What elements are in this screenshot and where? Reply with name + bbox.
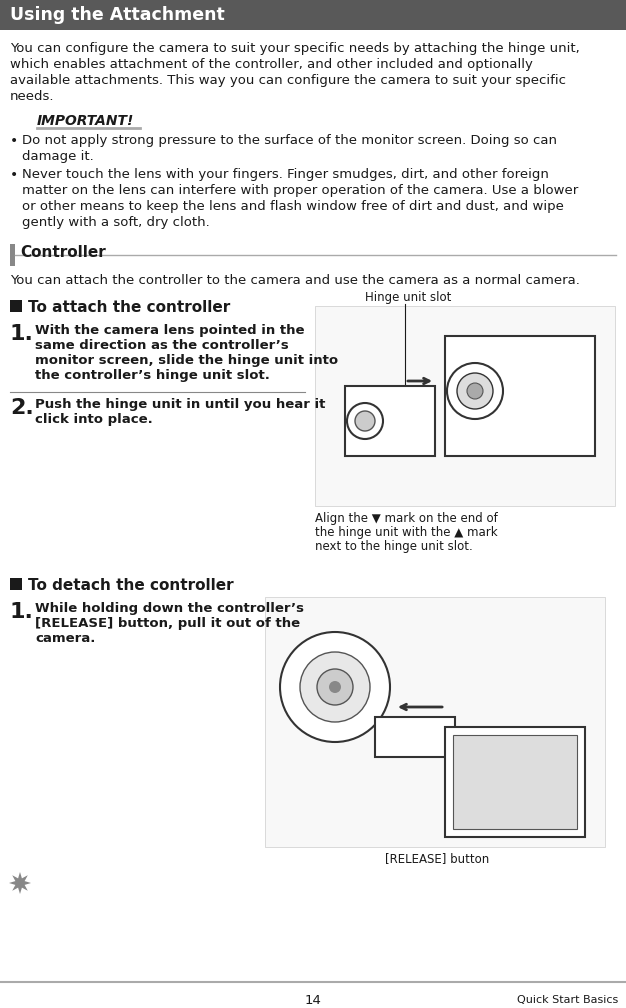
Text: Using the Attachment: Using the Attachment	[10, 6, 225, 24]
Text: or other means to keep the lens and flash window free of dirt and dust, and wipe: or other means to keep the lens and flas…	[22, 200, 564, 213]
Text: •: •	[10, 134, 18, 148]
Bar	[265, 597, 605, 847]
Text: You can configure the camera to suit your specific needs by attaching the hinge : You can configure the camera to suit you…	[10, 42, 580, 55]
Text: click into place.: click into place.	[35, 413, 153, 426]
Circle shape	[467, 383, 483, 399]
Circle shape	[329, 681, 341, 694]
Text: available attachments. This way you can configure the camera to suit your specif: available attachments. This way you can …	[10, 74, 566, 87]
Bar	[375, 717, 455, 757]
Bar	[315, 306, 615, 506]
Bar	[445, 727, 585, 837]
Text: Hinge unit slot: Hinge unit slot	[365, 291, 451, 304]
Text: camera.: camera.	[35, 632, 95, 645]
Bar	[0, 0, 626, 30]
Bar	[10, 244, 15, 266]
Text: the controller’s hinge unit slot.: the controller’s hinge unit slot.	[35, 369, 270, 382]
Text: damage it.: damage it.	[22, 150, 94, 163]
Circle shape	[355, 411, 375, 431]
Text: To detach the controller: To detach the controller	[28, 578, 233, 593]
Text: Controller: Controller	[20, 245, 106, 260]
Text: Never touch the lens with your fingers. Finger smudges, dirt, and other foreign: Never touch the lens with your fingers. …	[22, 168, 549, 181]
Circle shape	[280, 632, 390, 742]
Bar	[453, 735, 577, 829]
Text: 1.: 1.	[10, 602, 34, 622]
Circle shape	[347, 403, 383, 439]
Text: matter on the lens can interfere with proper operation of the camera. Use a blow: matter on the lens can interfere with pr…	[22, 184, 578, 197]
Circle shape	[457, 373, 493, 409]
Text: 1.: 1.	[10, 324, 34, 344]
Bar	[10, 578, 22, 590]
Bar	[10, 300, 22, 312]
Text: IMPORTANT!: IMPORTANT!	[37, 114, 135, 128]
Text: [RELEASE] button, pull it out of the: [RELEASE] button, pull it out of the	[35, 617, 300, 630]
Text: next to the hinge unit slot.: next to the hinge unit slot.	[315, 540, 473, 553]
Text: the hinge unit with the ▲ mark: the hinge unit with the ▲ mark	[315, 526, 498, 539]
Polygon shape	[9, 872, 31, 894]
Text: same direction as the controller’s: same direction as the controller’s	[35, 339, 289, 352]
Text: Align the ▼ mark on the end of: Align the ▼ mark on the end of	[315, 512, 498, 525]
Circle shape	[300, 652, 370, 722]
Text: which enables attachment of the controller, and other included and optionally: which enables attachment of the controll…	[10, 58, 533, 71]
Bar	[345, 386, 435, 456]
Text: You can attach the controller to the camera and use the camera as a normal camer: You can attach the controller to the cam…	[10, 274, 580, 287]
Text: •: •	[10, 168, 18, 182]
Text: Quick Start Basics: Quick Start Basics	[516, 995, 618, 1005]
Text: [RELEASE] button: [RELEASE] button	[385, 852, 490, 865]
Circle shape	[447, 363, 503, 419]
Text: needs.: needs.	[10, 90, 54, 103]
Text: 2.: 2.	[10, 398, 34, 418]
Text: Push the hinge unit in until you hear it: Push the hinge unit in until you hear it	[35, 398, 326, 411]
Text: monitor screen, slide the hinge unit into: monitor screen, slide the hinge unit int…	[35, 354, 338, 367]
Text: 14: 14	[305, 994, 321, 1007]
Bar	[445, 336, 595, 456]
Text: To attach the controller: To attach the controller	[28, 300, 230, 314]
Text: Do not apply strong pressure to the surface of the monitor screen. Doing so can: Do not apply strong pressure to the surf…	[22, 134, 557, 147]
Text: While holding down the controller’s: While holding down the controller’s	[35, 602, 304, 615]
Text: gently with a soft, dry cloth.: gently with a soft, dry cloth.	[22, 216, 210, 229]
Text: With the camera lens pointed in the: With the camera lens pointed in the	[35, 324, 304, 337]
Circle shape	[317, 669, 353, 705]
